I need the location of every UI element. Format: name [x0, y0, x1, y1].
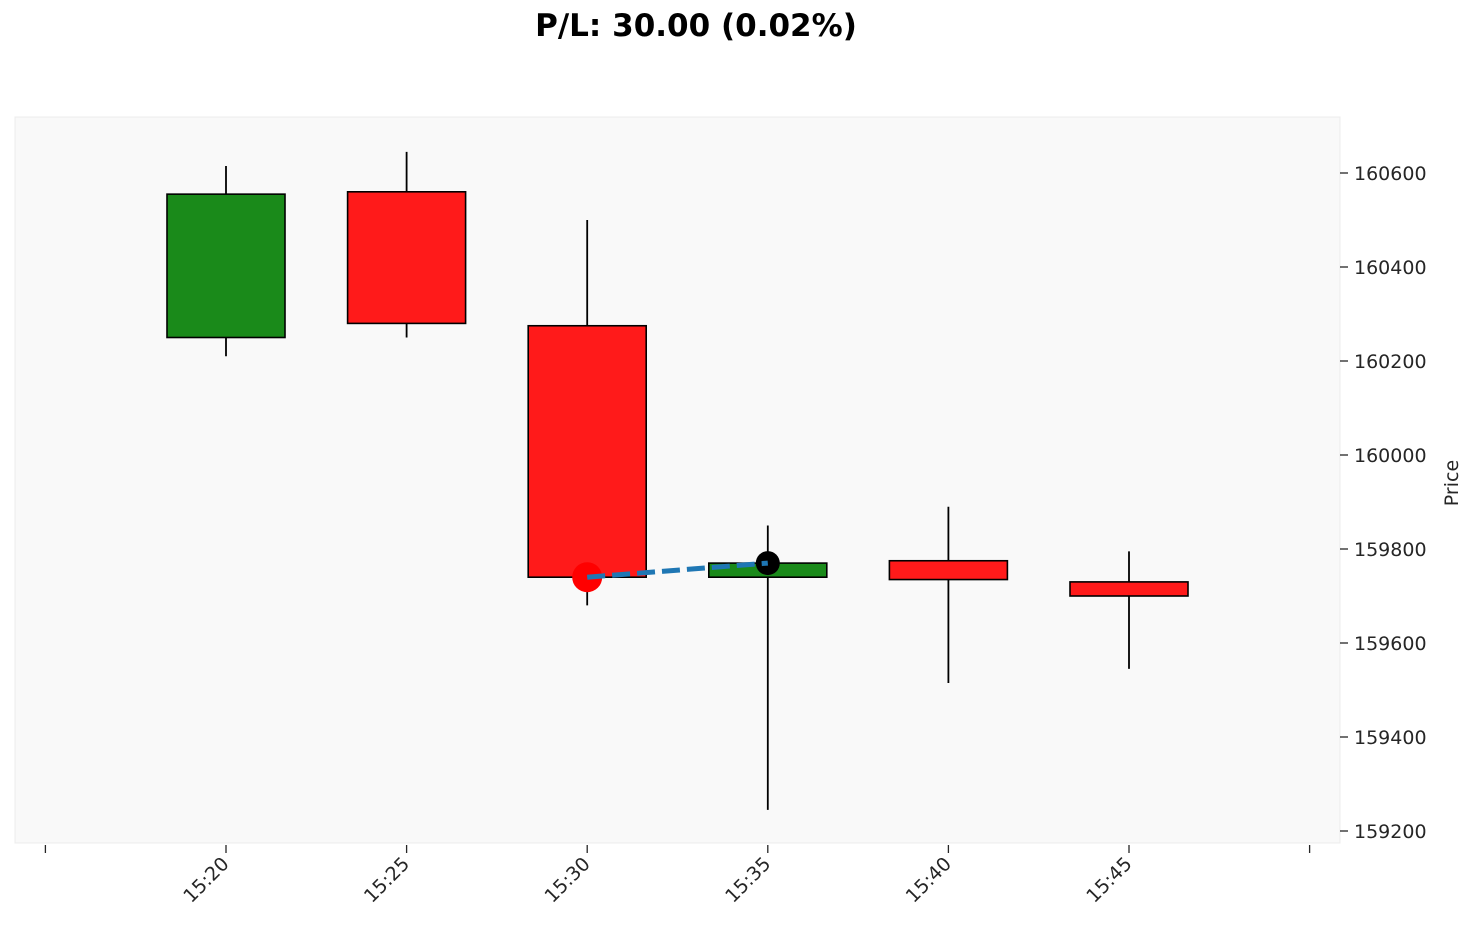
- y-tick-label: 159600: [1354, 633, 1427, 655]
- x-tick-label: 15:25: [360, 853, 414, 907]
- candle-body: [888, 559, 1009, 581]
- candle-1545: [1069, 551, 1189, 669]
- candle-body: [527, 324, 648, 578]
- x-axis: 15:20 15:25 15:30 15:35 15:40 15:45: [44, 845, 1311, 907]
- y-tick-label: 159800: [1354, 539, 1427, 561]
- candles-layer: [166, 151, 1189, 810]
- candle-1525: [346, 151, 467, 338]
- y-tick-label: 160000: [1354, 445, 1427, 467]
- y-axis-label: Price: [1441, 460, 1463, 506]
- candle-1540: [888, 506, 1009, 683]
- y-tick-label: 159200: [1354, 821, 1427, 843]
- x-tick-label: 15:45: [1082, 853, 1136, 907]
- candle-1530: [527, 220, 648, 606]
- x-tick-label: 15:35: [721, 853, 775, 907]
- candle-body: [346, 191, 467, 325]
- y-tick-label: 159400: [1354, 727, 1427, 749]
- trade-line: [587, 560, 768, 580]
- candle-body: [166, 193, 286, 339]
- y-tick-label: 160400: [1354, 257, 1427, 279]
- y-axis: 159200 159400 159600 159800 160000 160200 1604…: [1340, 163, 1427, 843]
- x-tick-label: 15:40: [902, 853, 956, 907]
- candle-1520: [166, 165, 286, 357]
- x-tick-label: 15:30: [540, 853, 594, 907]
- candle-body: [1069, 581, 1189, 597]
- y-tick-label: 160200: [1354, 351, 1427, 373]
- x-tick-label: 15:20: [179, 853, 233, 907]
- trade-layer: [572, 551, 780, 593]
- chart-title: P/L: 30.00 (0.02%): [535, 8, 857, 44]
- y-tick-label: 160600: [1354, 163, 1427, 185]
